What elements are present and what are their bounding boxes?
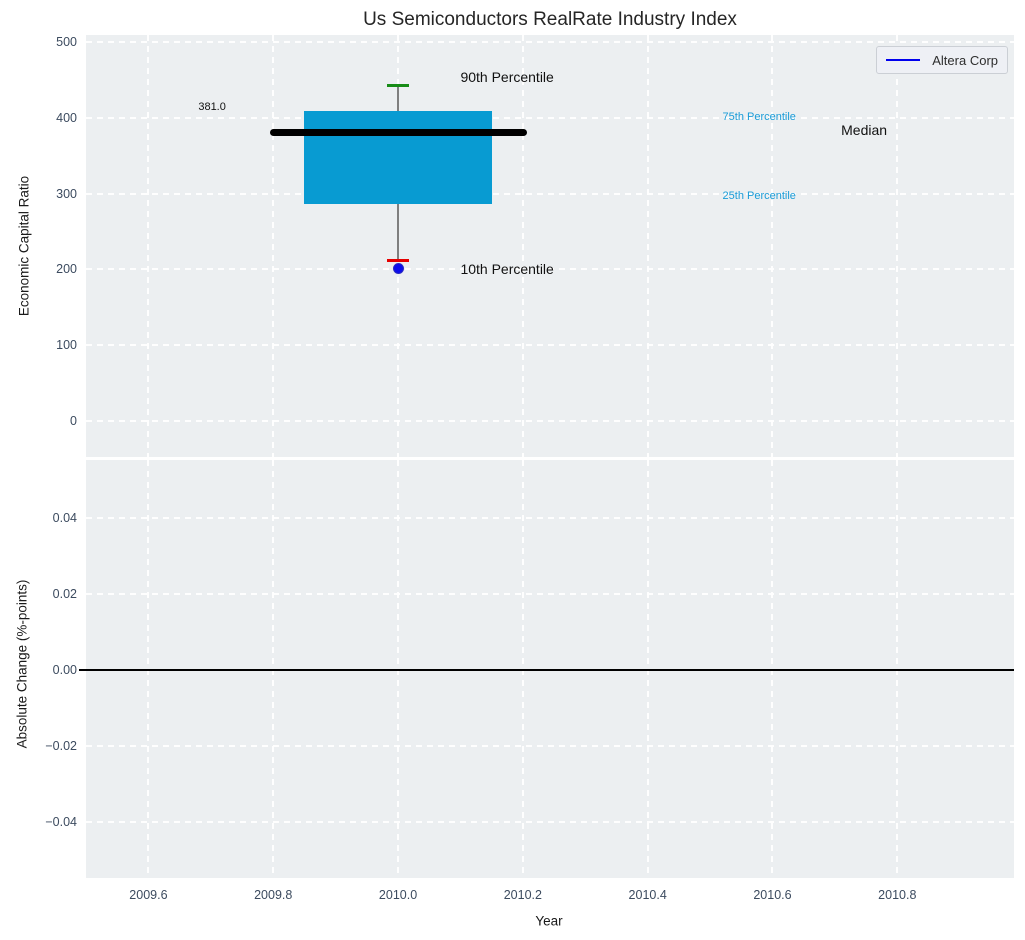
legend-line-swatch bbox=[886, 59, 921, 61]
y-tick-label: 300 bbox=[56, 186, 77, 201]
gridline-horizontal bbox=[86, 192, 1014, 195]
gridline-vertical bbox=[896, 460, 899, 878]
gridline-vertical bbox=[147, 460, 150, 878]
y-tick-label: 0.00 bbox=[52, 663, 77, 678]
y-axis-label-top: Economic Capital Ratio bbox=[16, 175, 32, 317]
legend-label: Altera Corp bbox=[932, 52, 998, 68]
x-tick-label: 2010.2 bbox=[503, 888, 542, 902]
y-tick-label: 200 bbox=[56, 262, 77, 277]
gridline-horizontal bbox=[86, 116, 1014, 119]
x-tick-label: 2010.4 bbox=[628, 888, 667, 902]
y-tick-label: −0.02 bbox=[45, 739, 77, 754]
y-axis-label-bottom: Absolute Change (%-points) bbox=[14, 579, 30, 749]
gridline-horizontal bbox=[86, 419, 1014, 422]
x-tick-label: 2009.8 bbox=[254, 888, 293, 902]
chart-annotation: Median bbox=[841, 121, 888, 138]
gridline-vertical bbox=[771, 35, 774, 457]
y-tick-label: 0 bbox=[70, 413, 77, 428]
y-tick-label: 500 bbox=[56, 34, 77, 49]
gridline-horizontal bbox=[86, 745, 1014, 748]
x-tick-label: 2010.6 bbox=[753, 888, 792, 902]
plot-area-bottom bbox=[79, 460, 1014, 878]
median-line bbox=[270, 128, 528, 136]
gridline-vertical bbox=[147, 35, 150, 457]
y-tick-label: 0.04 bbox=[52, 511, 77, 526]
gridline-vertical bbox=[896, 35, 899, 457]
x-tick-label: 2009.6 bbox=[129, 888, 168, 902]
gridline-horizontal bbox=[86, 821, 1014, 824]
chart-annotation: 10th Percentile bbox=[460, 260, 554, 277]
chart-title: Us Semiconductors RealRate Industry Inde… bbox=[363, 9, 737, 30]
chart-annotation: 90th Percentile bbox=[460, 68, 554, 85]
y-tick-label: 400 bbox=[56, 110, 77, 125]
gridline-horizontal bbox=[86, 517, 1014, 520]
gridline-horizontal bbox=[86, 40, 1014, 43]
gridline-horizontal bbox=[86, 344, 1014, 347]
gridline-vertical bbox=[521, 460, 524, 878]
gridline-horizontal bbox=[86, 593, 1014, 596]
chart-annotation: 381.0 bbox=[198, 101, 226, 114]
gridline-vertical bbox=[397, 460, 400, 878]
gridline-vertical bbox=[646, 460, 649, 878]
gridline-vertical bbox=[272, 35, 275, 457]
gridline-vertical bbox=[771, 460, 774, 878]
y-tick-label: 100 bbox=[56, 338, 77, 353]
y-tick-label: 0.02 bbox=[52, 587, 77, 602]
p90-cap bbox=[386, 83, 410, 87]
x-tick-label: 2010.8 bbox=[878, 888, 917, 902]
gridline-vertical bbox=[272, 460, 275, 878]
gridline-vertical bbox=[521, 35, 524, 457]
gridline-vertical bbox=[646, 35, 649, 457]
plot-area-top bbox=[86, 35, 1014, 457]
y-tick-label: −0.04 bbox=[45, 815, 77, 830]
chart-annotation: 75th Percentile bbox=[722, 111, 796, 124]
legend: Altera Corp bbox=[876, 46, 1008, 74]
x-axis-label: Year bbox=[535, 913, 563, 929]
chart-annotation: 25th Percentile bbox=[722, 189, 796, 202]
p10-cap bbox=[386, 258, 410, 262]
iqr-box bbox=[304, 110, 493, 205]
x-tick-label: 2010.0 bbox=[378, 888, 418, 902]
zero-reference-line bbox=[79, 669, 1014, 672]
company-data-point bbox=[392, 263, 404, 275]
gridline-horizontal bbox=[86, 268, 1014, 271]
